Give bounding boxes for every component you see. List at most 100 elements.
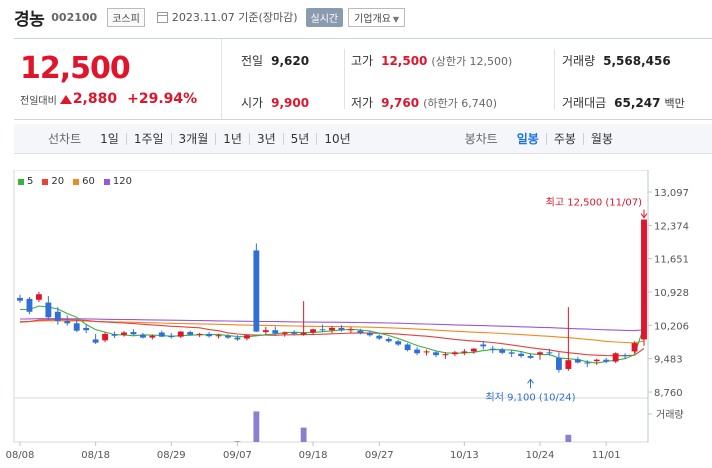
legend-label: 5 bbox=[27, 176, 34, 187]
price-change: 2,880 bbox=[72, 91, 118, 107]
period-5y[interactable]: 5년 bbox=[282, 132, 317, 145]
low-arrow-icon bbox=[527, 378, 534, 389]
x-tick-label: 10/13 bbox=[450, 450, 479, 461]
y-tick-label: 10,206 bbox=[654, 321, 689, 332]
high-price: 고가 12,500 (상한가 12,500) bbox=[351, 52, 512, 69]
period-3m[interactable]: 3개월 bbox=[170, 132, 216, 145]
candle-body bbox=[35, 294, 42, 300]
legend-label: 120 bbox=[112, 176, 132, 187]
change-label: 전일대비 bbox=[20, 95, 57, 107]
candle-body bbox=[54, 311, 61, 321]
candle-body bbox=[130, 332, 137, 335]
turnover: 거래대금 65,247 백만 bbox=[562, 94, 685, 111]
x-tick-label: 11/01 bbox=[592, 450, 621, 461]
candle-body bbox=[121, 332, 127, 335]
candle-body bbox=[281, 332, 288, 334]
stock-code: 002100 bbox=[51, 10, 98, 24]
low-annotation: 최저 9,100 (10/24) bbox=[486, 391, 576, 403]
legend-ma5: 5 bbox=[18, 176, 33, 187]
volume-label: 거래량 bbox=[562, 54, 596, 68]
candle-body bbox=[347, 329, 354, 331]
candle-body bbox=[243, 335, 250, 339]
candle-body bbox=[26, 298, 33, 312]
divider bbox=[344, 49, 345, 109]
x-tick-label: 10/24 bbox=[526, 450, 555, 461]
company-info-button[interactable]: 기업개요 ▼ bbox=[348, 7, 406, 27]
volume: 거래량 5,568,456 bbox=[562, 52, 671, 69]
current-price: 12,500 bbox=[20, 51, 131, 86]
candle-body bbox=[641, 219, 647, 340]
high-value: 12,500 bbox=[381, 54, 428, 68]
candle-body bbox=[622, 355, 629, 357]
candle-body bbox=[404, 344, 411, 351]
open-value: 9,900 bbox=[271, 96, 310, 110]
volume-bar bbox=[234, 441, 241, 442]
x-tick-label: 09/18 bbox=[299, 450, 328, 461]
period-10y[interactable]: 10년 bbox=[316, 132, 357, 145]
ma-legend: 5 20 60 120 bbox=[18, 176, 141, 187]
candle-body bbox=[102, 333, 109, 341]
stock-name: 경농 bbox=[14, 9, 45, 30]
turnover-unit: 백만 bbox=[664, 97, 685, 110]
candle-body bbox=[45, 302, 52, 318]
candle-body bbox=[376, 335, 383, 339]
legend-swatch bbox=[73, 178, 80, 185]
candle-body bbox=[253, 250, 260, 332]
candle-body bbox=[480, 344, 487, 347]
candle-body bbox=[489, 348, 496, 350]
open-price: 시가 9,900 bbox=[241, 94, 309, 111]
x-tick-label: 08/08 bbox=[6, 450, 35, 461]
chevron-down-icon: ▼ bbox=[392, 14, 400, 24]
x-tick-label: 09/07 bbox=[223, 450, 252, 461]
volume-label: 거래량 bbox=[656, 409, 684, 421]
y-tick-label: 8,760 bbox=[654, 388, 683, 399]
candle-body bbox=[73, 323, 80, 331]
legend-ma60: 60 bbox=[73, 176, 95, 187]
candle-weekly[interactable]: 주봉 bbox=[545, 132, 583, 145]
period-1w[interactable]: 1주일 bbox=[125, 132, 171, 145]
market-badge: 코스피 bbox=[107, 7, 145, 27]
candle-body bbox=[612, 353, 619, 362]
candle-body bbox=[319, 329, 326, 331]
candle-body bbox=[64, 320, 71, 324]
candle-body bbox=[338, 327, 345, 331]
candle-body bbox=[310, 329, 317, 333]
volume-bar bbox=[253, 411, 260, 442]
period-3y[interactable]: 3년 bbox=[248, 132, 283, 145]
candlestick-chart[interactable]: 13,097 12,374 11,651 10,928 10,206 9,483 8,760… bbox=[0, 170, 712, 468]
x-tick-label: 09/27 bbox=[365, 450, 394, 461]
quote-date: 2023.11.07 기준(장마감) bbox=[171, 11, 298, 24]
candle-monthly[interactable]: 월봉 bbox=[582, 132, 620, 145]
price-change-row: 전일대비 2,880 +29.94% bbox=[20, 91, 197, 107]
candle-body bbox=[272, 330, 279, 334]
candle-body bbox=[234, 337, 241, 340]
candle-body bbox=[385, 338, 392, 342]
period-1d[interactable]: 1일 bbox=[100, 131, 119, 146]
period-1y[interactable]: 1년 bbox=[215, 132, 249, 145]
volume-bar bbox=[300, 427, 307, 442]
candle-daily[interactable]: 일봉 bbox=[516, 131, 539, 146]
y-tick-label: 10,928 bbox=[654, 288, 689, 299]
company-info-label: 기업개요 bbox=[354, 13, 391, 25]
candle-body bbox=[225, 335, 231, 338]
prev-close-value: 9,620 bbox=[271, 54, 310, 68]
x-tick-label: 08/29 bbox=[157, 450, 186, 461]
candle-body bbox=[300, 332, 307, 335]
candle-body bbox=[187, 332, 194, 335]
candle-body bbox=[518, 353, 525, 357]
legend-ma120: 120 bbox=[103, 176, 132, 187]
high-arrow-icon bbox=[640, 209, 648, 219]
y-tick-label: 9,483 bbox=[654, 355, 683, 366]
legend-label: 20 bbox=[51, 176, 65, 187]
y-tick-label: 11,651 bbox=[654, 255, 689, 266]
y-tick-label: 13,097 bbox=[654, 188, 689, 199]
candle-body bbox=[17, 297, 23, 301]
high-annotation: 최고 12,500 (11/07) bbox=[546, 197, 642, 209]
candle-body bbox=[196, 333, 203, 335]
y-tick-label: 12,374 bbox=[654, 221, 689, 232]
candle-body bbox=[83, 327, 90, 331]
calendar-icon bbox=[156, 11, 168, 23]
low-value: 9,760 bbox=[381, 96, 420, 110]
candle-body bbox=[546, 352, 553, 354]
realtime-button[interactable]: 실시간 bbox=[305, 7, 344, 27]
